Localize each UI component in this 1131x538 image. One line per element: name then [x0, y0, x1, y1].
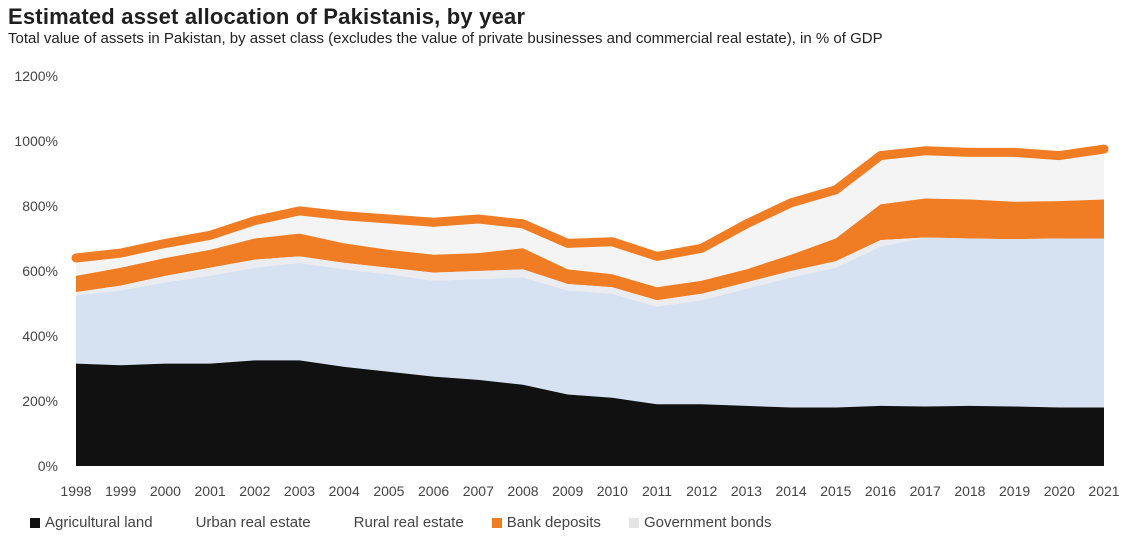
legend-item-urban: Urban real estate [180, 514, 311, 531]
y-tick-label: 1000% [14, 133, 58, 149]
legend-swatch-bonds [628, 517, 639, 528]
area-agricultural-land [76, 360, 1104, 466]
x-tick-label: 1998 [60, 483, 91, 499]
x-tick-label: 2011 [642, 483, 672, 499]
x-tick-label: 2010 [597, 483, 628, 499]
x-tick-label: 2016 [865, 483, 896, 499]
legend-swatch-deposits [491, 517, 502, 528]
x-tick-label: 2012 [686, 483, 717, 499]
x-tick-label: 2017 [910, 483, 941, 499]
x-tick-label: 2006 [418, 483, 449, 499]
legend-item-deposits: Bank deposits [491, 514, 601, 531]
legend-swatch-rural [338, 517, 349, 528]
legend-label-bonds: Government bonds [643, 514, 772, 531]
legend-item-bonds: Government bonds [628, 514, 772, 531]
x-tick-label: 2020 [1044, 483, 1075, 499]
x-tick-label: 2021 [1088, 483, 1119, 499]
x-tick-label: 2003 [284, 483, 315, 499]
legend-label-agricultural: Agricultural land [45, 514, 153, 531]
legend-label-urban: Urban real estate [195, 514, 311, 531]
series-line-bank-deposits [71, 144, 1109, 263]
x-tick-label: 2005 [373, 483, 404, 499]
y-tick-label: 800% [22, 198, 58, 214]
legend-label-deposits: Bank deposits [506, 514, 601, 531]
legend-swatch-urban [180, 517, 191, 528]
x-tick-label: 2019 [999, 483, 1030, 499]
chart-legend: Agricultural land Urban real estate Rura… [30, 514, 800, 531]
y-tick-label: 1200% [14, 68, 58, 84]
legend-swatch-agricultural [30, 517, 40, 528]
legend-item-rural: Rural real estate [338, 514, 464, 531]
y-tick-label: 0% [38, 458, 58, 474]
x-tick-label: 2008 [507, 483, 538, 499]
x-tick-label: 2009 [552, 483, 583, 499]
chart-title: Estimated asset allocation of Pakistanis… [8, 4, 526, 29]
x-tick-label: 1999 [105, 483, 136, 499]
x-tick-label: 2001 [195, 483, 226, 499]
area-urban-real-estate [76, 237, 1104, 408]
x-tick-label: 2015 [820, 483, 851, 499]
x-tick-label: 2000 [150, 483, 181, 499]
area-bank-deposits [76, 198, 1104, 301]
legend-item-agricultural: Agricultural land [30, 514, 153, 531]
x-tick-label: 2007 [463, 483, 494, 499]
y-tick-label: 400% [22, 328, 58, 344]
x-tick-label: 2018 [954, 483, 985, 499]
x-tick-label: 2004 [329, 483, 360, 499]
y-tick-label: 200% [22, 393, 58, 409]
y-tick-label: 600% [22, 263, 58, 279]
chart-subtitle: Total value of assets in Pakistan, by as… [8, 30, 883, 47]
x-tick-label: 2014 [776, 483, 807, 499]
legend-label-rural: Rural real estate [353, 514, 464, 531]
stacked-area-chart: 0% 200% 400% 600% 800% 1000% 1200% 1998 1999 2000… [14, 68, 1119, 499]
x-tick-label: 2013 [731, 483, 762, 499]
x-tick-label: 2002 [239, 483, 270, 499]
